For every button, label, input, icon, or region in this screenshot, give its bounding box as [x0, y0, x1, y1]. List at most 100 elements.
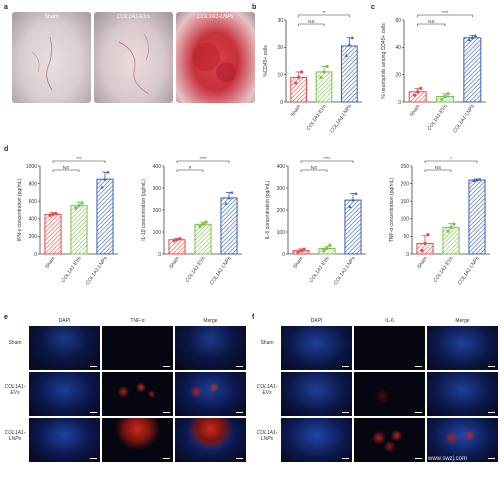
data-point — [294, 81, 298, 85]
chart-d-il-1-beta: 0 100 200 300 400 IL-1β concentration (pg/mL)… — [141, 156, 242, 286]
x-tick-label: Sham — [290, 104, 302, 118]
watermark: www.swzj.com — [428, 456, 468, 462]
micrograph-e-sham-dapi — [29, 326, 100, 370]
data-point — [350, 35, 355, 40]
data-point — [54, 211, 58, 216]
data-point — [443, 95, 447, 99]
y-axis-label: % neutrophils among CD45+ cells — [381, 23, 387, 99]
micrograph-e-evs-dapi — [29, 372, 100, 416]
tissue-caption-col1a1-evs: COL1A1-EVs — [116, 14, 150, 20]
panel-letter-c: c — [371, 4, 375, 11]
y-tick-label: 100 — [153, 230, 162, 236]
x-tick-label: COL1A1-LNPs — [333, 255, 357, 286]
data-point — [296, 250, 300, 254]
micrograph-f-evs-il6 — [354, 372, 425, 416]
chart-d-il-6: 0 100 200 300 400 IL-6 concentration (pg/mL) S… — [265, 156, 366, 286]
y-tick-label: 100 — [277, 230, 286, 236]
data-point — [230, 190, 234, 194]
micrograph-e-lnps-dapi — [29, 418, 100, 462]
significance-bracket — [176, 169, 204, 172]
data-point — [325, 64, 329, 68]
y-tick-label: 30 — [277, 18, 283, 24]
y-tick-label: 0 — [158, 252, 161, 258]
y-tick-label: 200 — [277, 208, 286, 214]
data-point — [77, 204, 81, 208]
bar-sham — [168, 239, 186, 255]
y-tick-label: 50 — [403, 234, 409, 240]
y-tick-label: 400 — [277, 164, 286, 170]
y-tick-label: 200 — [401, 181, 410, 187]
micrograph-f-sham-merge — [427, 326, 498, 370]
x-tick-label: COL1A1-EVs — [308, 255, 330, 283]
bar-col1a1-evs — [70, 205, 88, 255]
significance-bracket — [417, 14, 473, 17]
y-tick-label: 200 — [29, 234, 38, 240]
y-tick-label: 60 — [395, 18, 401, 24]
chart-b-cd45: 0 10 20 30 %CD45+ cells ShamCOL1A1-EVsCOL1A1-… — [263, 10, 362, 134]
data-point — [467, 38, 472, 42]
bar-col1a1-lnps — [96, 178, 114, 255]
y-tick-label: 250 — [401, 164, 410, 170]
significance-label: NS — [63, 165, 69, 170]
micrograph-f-lnps-merge — [427, 418, 498, 462]
data-point — [172, 239, 176, 243]
panel-f-col-dapi: DAPI — [310, 318, 323, 324]
data-point — [322, 249, 326, 253]
data-point — [80, 201, 84, 205]
significance-bracket — [52, 169, 80, 172]
data-point — [299, 249, 303, 253]
x-tick-label: COL1A1-LNPs — [85, 255, 109, 286]
micrograph-f-lnps-dapi — [281, 418, 352, 462]
significance-bracket — [300, 169, 328, 172]
bar-col1a1-lnps — [463, 37, 482, 103]
y-tick-label: 20 — [277, 45, 283, 51]
data-point — [344, 53, 349, 57]
significance-label: * — [450, 156, 452, 161]
y-tick-label: 400 — [29, 217, 38, 223]
data-point — [51, 212, 55, 216]
panel-e-row-col1a1-lnps: COL1A1-LNPs — [4, 430, 26, 442]
y-tick-label: 200 — [153, 208, 162, 214]
data-point — [440, 97, 444, 101]
data-point — [472, 178, 476, 183]
data-point — [227, 196, 231, 200]
panel-f-row-col1a1-evs: COL1A1-EVs — [256, 384, 278, 396]
y-tick-label: 150 — [401, 199, 410, 205]
data-point — [224, 201, 228, 205]
chart-d-tnf-alpha: 0 50 100 150 200 250 TNF-α concentration (pg/m… — [389, 156, 490, 286]
significance-bracket — [424, 169, 452, 172]
y-tick-label: 800 — [29, 181, 38, 187]
bar-sham — [44, 213, 62, 255]
significance-label: **** — [199, 156, 206, 161]
x-tick-label: COL1A1-LNPs — [457, 255, 481, 286]
data-point — [473, 33, 478, 38]
data-point — [413, 93, 417, 97]
panel-e-row-col1a1-evs: COL1A1-EVs — [4, 384, 26, 396]
data-point — [426, 233, 430, 237]
x-tick-label: Sham — [168, 256, 180, 270]
y-tick-label: 40 — [395, 45, 401, 51]
data-point — [100, 185, 104, 189]
y-tick-label: 0 — [398, 100, 401, 106]
panel-letter-b: b — [252, 4, 257, 11]
panel-letter-e: e — [4, 314, 8, 321]
bar-sham — [290, 76, 308, 103]
bar-col1a1-lnps — [344, 199, 362, 255]
significance-label: ** — [322, 10, 326, 15]
data-point — [201, 222, 205, 226]
bar-col1a1-lnps — [220, 197, 238, 255]
data-point — [297, 75, 301, 79]
significance-bracket — [176, 160, 230, 163]
data-point — [452, 222, 456, 226]
data-point — [204, 220, 208, 224]
x-tick-label: COL1A1-LNPs — [329, 103, 353, 134]
micrograph-e-lnps-merge — [175, 418, 246, 462]
bar-col1a1-lnps — [468, 179, 486, 255]
y-tick-label: 0 — [280, 100, 283, 106]
tissue-caption-col1a1-lnps: COL1A1-LNPs — [197, 14, 234, 20]
y-axis-label: IL-6 concentration (pg/mL) — [265, 180, 271, 239]
data-point — [354, 191, 358, 195]
y-axis-label: IL-1β concentration (pg/mL) — [141, 179, 147, 241]
data-point — [103, 177, 107, 181]
micrograph-f-sham-il6 — [354, 326, 425, 370]
